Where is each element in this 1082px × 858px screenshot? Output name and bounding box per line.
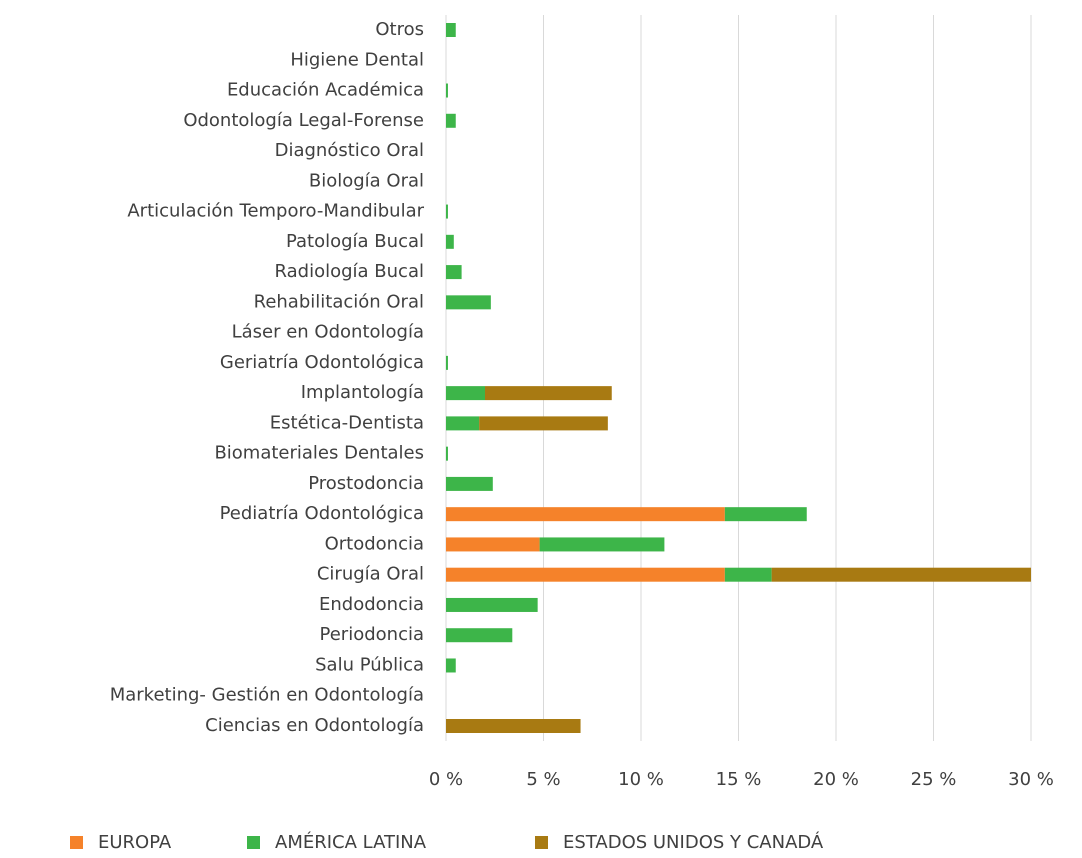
bar <box>446 628 513 643</box>
y-tick-label: Rehabilitación Oral <box>254 291 424 312</box>
y-tick-label: Radiología Bucal <box>275 261 424 282</box>
y-tick-label: Marketing- Gestión en Odontología <box>110 685 424 706</box>
y-tick-label: Estética-Dentista <box>270 412 424 433</box>
y-tick-label: Ciencias en Odontología <box>205 715 424 736</box>
x-tick-label: 10 % <box>618 769 664 790</box>
legend-label: AMÉRICA LATINA <box>275 831 427 853</box>
bar <box>446 23 456 37</box>
y-tick-label: Biología Oral <box>309 170 424 191</box>
bar <box>446 386 485 401</box>
bar <box>446 416 480 431</box>
legend-label: ESTADOS UNIDOS Y CANADÁ <box>563 831 824 853</box>
legend-swatch <box>535 836 548 849</box>
y-tick-label: Láser en Odontología <box>232 322 424 343</box>
bar <box>446 537 540 552</box>
x-tick-label: 20 % <box>813 769 859 790</box>
y-tick-label: Diagnóstico Oral <box>275 140 424 161</box>
bar <box>539 537 665 552</box>
y-tick-label: Periodoncia <box>320 624 424 645</box>
y-tick-label: Endodoncia <box>319 594 424 615</box>
x-tick-label: 15 % <box>716 769 762 790</box>
x-tick-label: 0 % <box>429 769 463 790</box>
x-tick-label: 5 % <box>526 769 560 790</box>
y-tick-label: Ortodoncia <box>325 533 424 554</box>
x-tick-label: 30 % <box>1008 769 1054 790</box>
bar <box>724 507 807 522</box>
bar <box>446 113 456 128</box>
y-tick-label: Salu Pública <box>315 654 424 675</box>
y-tick-label: Odontología Legal-Forense <box>183 110 424 131</box>
legend-swatch <box>70 836 83 849</box>
bar <box>479 416 608 431</box>
bar <box>446 295 491 310</box>
y-tick-label: Biomateriales Dentales <box>214 443 424 464</box>
y-tick-label: Cirugía Oral <box>317 564 424 585</box>
y-tick-label: Articulación Temporo-Mandibular <box>127 201 424 222</box>
bar <box>446 83 448 98</box>
bar <box>446 446 448 461</box>
bar <box>446 265 462 280</box>
bar <box>446 597 538 612</box>
y-tick-label: Higiene Dental <box>290 49 424 70</box>
y-tick-label: Pediatría Odontológica <box>220 503 424 524</box>
legend-label: EUROPA <box>98 832 172 853</box>
bar <box>771 567 1031 582</box>
bar <box>446 719 581 733</box>
bar <box>446 658 456 673</box>
y-tick-label: Patología Bucal <box>286 231 424 252</box>
y-tick-label: Otros <box>375 19 424 40</box>
y-tick-label: Implantología <box>301 382 424 403</box>
bar <box>446 204 448 219</box>
bar <box>446 507 725 522</box>
bar <box>446 355 448 370</box>
y-tick-label: Geriatría Odontológica <box>220 352 424 373</box>
y-tick-label: Prostodoncia <box>308 473 424 494</box>
y-tick-label: Educación Académica <box>227 80 424 101</box>
bar <box>724 567 772 582</box>
bar <box>446 476 493 491</box>
bar <box>485 386 612 401</box>
legend-swatch <box>247 836 260 849</box>
bar <box>446 234 454 249</box>
bar <box>446 567 725 582</box>
x-tick-label: 25 % <box>911 769 957 790</box>
